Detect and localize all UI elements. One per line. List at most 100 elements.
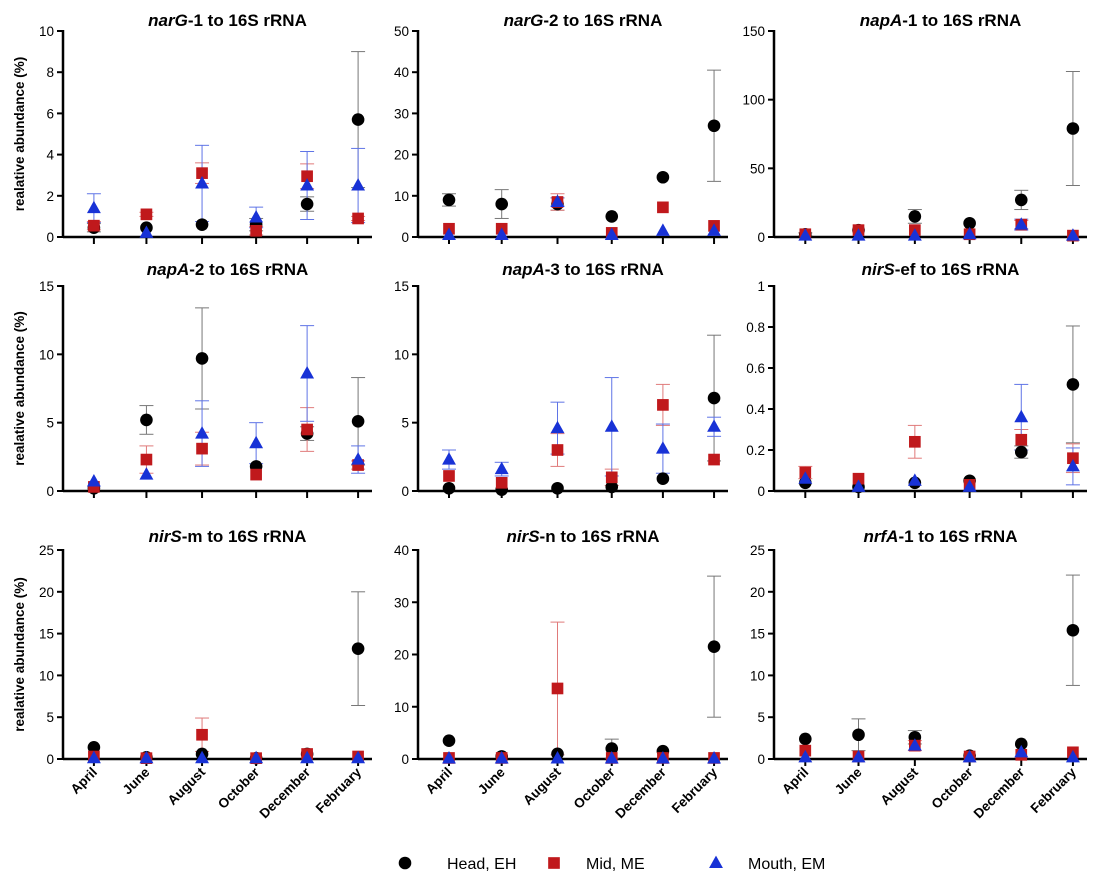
y-tick-label: 20 bbox=[394, 648, 409, 663]
y-tick-label: 10 bbox=[39, 24, 54, 39]
data-point-triangle bbox=[851, 749, 866, 763]
legend-marker-circle bbox=[398, 856, 412, 870]
legend: Head, EH Mid, ME Mouth, EM bbox=[398, 855, 825, 873]
data-point-triangle bbox=[962, 226, 977, 240]
data-point-circle bbox=[351, 113, 365, 126]
data-point-square bbox=[909, 435, 921, 448]
data-point-triangle bbox=[962, 749, 977, 763]
y-tick-label: 5 bbox=[46, 710, 54, 725]
data-point-triangle bbox=[707, 223, 721, 236]
data-point-triangle bbox=[1014, 217, 1029, 230]
data-point-triangle bbox=[351, 750, 366, 764]
y-tick-label: 0 bbox=[46, 752, 54, 767]
data-point-triangle bbox=[300, 178, 315, 191]
panel-title: narG-1 to 16S rRNA bbox=[148, 11, 307, 30]
data-point-triangle bbox=[494, 461, 509, 475]
data-point-triangle bbox=[442, 227, 456, 240]
x-tick-label: April bbox=[779, 765, 811, 797]
y-tick-label: 10 bbox=[750, 668, 765, 683]
data-point-circle bbox=[442, 734, 456, 748]
y-tick-label: 10 bbox=[39, 668, 54, 683]
data-point-triangle bbox=[798, 749, 813, 763]
y-tick-label: 30 bbox=[394, 106, 409, 121]
panel-title-gene: napA bbox=[860, 11, 903, 30]
data-point-circle bbox=[605, 210, 619, 223]
x-tick-label: April bbox=[423, 765, 455, 797]
panel-9: nrfA-1 to 16S rRNA 0 5 10 15 20 25 April June Aug… bbox=[750, 527, 1087, 821]
data-point-triangle bbox=[139, 750, 154, 764]
data-point-square bbox=[495, 476, 508, 489]
data-point-square bbox=[551, 682, 564, 695]
panel-title: nrfA-1 to 16S rRNA bbox=[864, 527, 1018, 546]
x-tick-label: June bbox=[475, 764, 508, 797]
data-point-triangle bbox=[195, 176, 209, 189]
y-tick-label: 8 bbox=[46, 65, 54, 80]
data-point-triangle bbox=[1014, 744, 1029, 758]
data-point-square bbox=[1015, 433, 1028, 446]
data-point-square bbox=[1067, 452, 1079, 465]
data-point-triangle bbox=[655, 223, 670, 236]
data-point-circle bbox=[799, 732, 812, 746]
data-point-triangle bbox=[962, 479, 977, 492]
data-point-square bbox=[352, 212, 364, 225]
data-point-triangle bbox=[249, 435, 264, 449]
y-axis-label: realative abundance (%) bbox=[12, 577, 27, 732]
panel-title: napA-1 to 16S rRNA bbox=[860, 11, 1022, 30]
y-tick-label: 5 bbox=[401, 416, 409, 431]
y-tick-label: 10 bbox=[39, 347, 54, 362]
data-point-square bbox=[605, 471, 618, 484]
data-point-circle bbox=[195, 218, 209, 231]
data-point-triangle bbox=[86, 474, 101, 487]
data-point-circle bbox=[707, 119, 721, 133]
data-point-triangle bbox=[86, 750, 101, 764]
data-point-triangle bbox=[139, 225, 154, 238]
y-tick-label: 40 bbox=[394, 65, 409, 80]
data-point-triangle bbox=[550, 420, 565, 434]
panel-2: narG-2 to 16S rRNA 0 10 20 30 40 50 bbox=[394, 11, 728, 245]
data-point-triangle bbox=[249, 750, 264, 764]
y-tick-label: 0 bbox=[46, 230, 54, 245]
y-tick-label: 150 bbox=[742, 24, 765, 39]
data-point-circle bbox=[605, 480, 619, 494]
y-tick-label: 5 bbox=[46, 416, 54, 431]
y-tick-label: 6 bbox=[46, 106, 54, 121]
data-point-circle bbox=[908, 210, 922, 223]
data-point-circle bbox=[963, 216, 976, 230]
panel-5: napA-3 to 16S rRNA 0 5 10 15 bbox=[394, 260, 728, 499]
y-tick-label: 0 bbox=[46, 484, 54, 499]
y-axis-label: realative abundance (%) bbox=[12, 311, 27, 466]
panel-title: nirS-m to 16S rRNA bbox=[149, 527, 307, 546]
data-point-circle bbox=[351, 642, 365, 655]
data-point-circle bbox=[852, 728, 865, 742]
data-point-square bbox=[301, 170, 313, 183]
x-tick-label: August bbox=[520, 764, 564, 808]
y-axis-label: realative abundance (%) bbox=[12, 57, 27, 212]
data-point-triangle bbox=[907, 473, 922, 486]
data-point-square bbox=[657, 399, 669, 411]
data-point-square bbox=[250, 224, 262, 237]
data-point-triangle bbox=[550, 751, 565, 764]
y-tick-label: 0 bbox=[401, 230, 409, 245]
data-point-circle bbox=[707, 640, 721, 653]
data-point-circle bbox=[87, 740, 101, 754]
y-tick-label: 1 bbox=[757, 279, 765, 294]
panel-title-suffix: -3 to 16S rRNA bbox=[545, 260, 664, 279]
y-tick-label: 20 bbox=[39, 585, 54, 600]
data-point-square bbox=[250, 468, 262, 481]
data-point-circle bbox=[140, 413, 153, 427]
data-point-triangle bbox=[550, 194, 565, 208]
panel-title-suffix: -n to 16S rRNA bbox=[540, 527, 660, 546]
data-point-square bbox=[196, 167, 208, 179]
data-point-triangle bbox=[851, 479, 866, 492]
y-tick-label: 15 bbox=[39, 279, 54, 294]
data-point-circle bbox=[1014, 737, 1028, 751]
data-point-triangle bbox=[494, 751, 509, 764]
data-point-triangle bbox=[798, 471, 813, 484]
y-tick-label: 15 bbox=[750, 627, 765, 642]
data-point-square bbox=[196, 442, 208, 455]
data-point-triangle bbox=[300, 366, 315, 379]
panel-title-gene: nirS bbox=[149, 527, 183, 546]
data-point-triangle bbox=[907, 228, 922, 241]
data-point-circle bbox=[442, 193, 456, 207]
data-point-circle bbox=[1066, 378, 1080, 391]
